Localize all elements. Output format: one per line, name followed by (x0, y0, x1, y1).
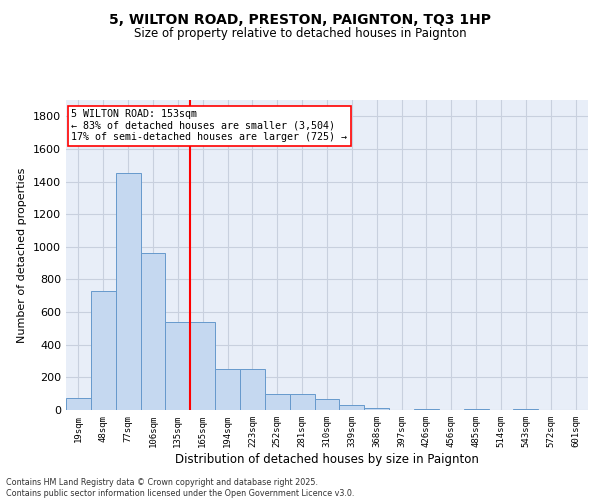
Text: Contains HM Land Registry data © Crown copyright and database right 2025.
Contai: Contains HM Land Registry data © Crown c… (6, 478, 355, 498)
Bar (290, 394, 314, 410)
Bar (340, 405, 364, 410)
Bar (240, 369, 265, 410)
Text: 5 WILTON ROAD: 153sqm
← 83% of detached houses are smaller (3,504)
17% of semi-d: 5 WILTON ROAD: 153sqm ← 83% of detached … (71, 110, 347, 142)
Bar (314, 398, 340, 410)
Bar (66, 398, 91, 410)
X-axis label: Distribution of detached houses by size in Paignton: Distribution of detached houses by size … (175, 452, 479, 466)
Bar (414, 409, 439, 410)
Bar (166, 322, 190, 410)
Text: Size of property relative to detached houses in Paignton: Size of property relative to detached ho… (134, 28, 466, 40)
Bar (215, 369, 240, 410)
Bar (464, 409, 488, 410)
Bar (190, 322, 215, 410)
Bar (116, 174, 140, 410)
Y-axis label: Number of detached properties: Number of detached properties (17, 168, 28, 342)
Bar (514, 409, 538, 410)
Bar (91, 291, 116, 410)
Bar (364, 408, 389, 410)
Text: 5, WILTON ROAD, PRESTON, PAIGNTON, TQ3 1HP: 5, WILTON ROAD, PRESTON, PAIGNTON, TQ3 1… (109, 12, 491, 26)
Bar (140, 254, 166, 410)
Bar (265, 394, 290, 410)
